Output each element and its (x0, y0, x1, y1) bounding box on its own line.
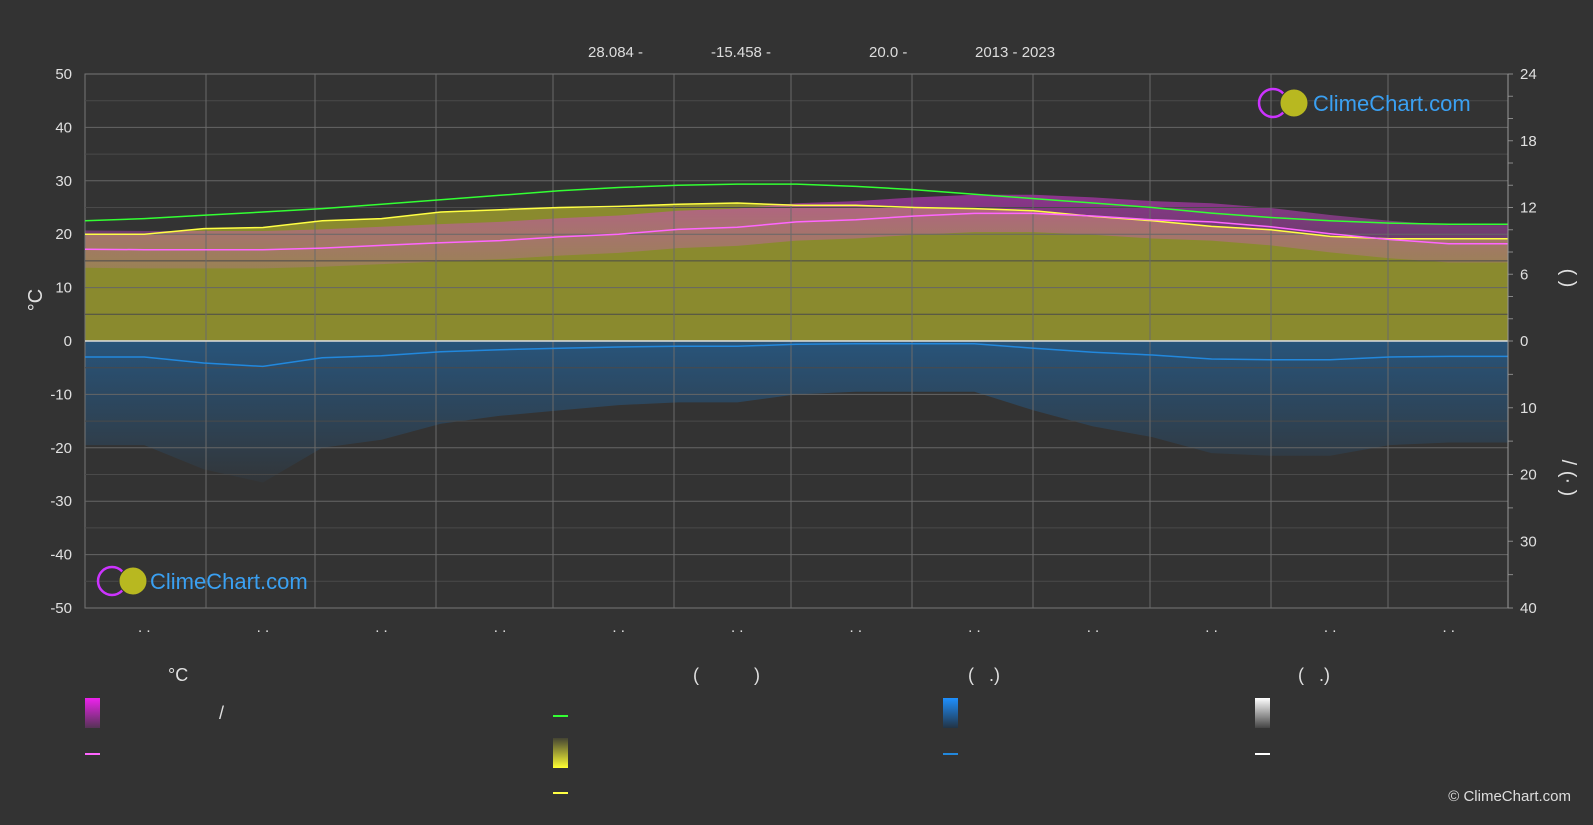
left-tick-label: 0 (64, 333, 72, 350)
logo-text: ClimeChart.com (150, 569, 308, 594)
precip-area (85, 341, 1508, 483)
legend-group3-title: ( .) (968, 665, 1000, 685)
logo-bottom-left: ClimeChart.com (96, 565, 308, 597)
temp-avg-line (84, 212, 1508, 251)
month-label: . . (968, 619, 981, 636)
left-tick-label: 50 (55, 66, 72, 83)
right-tick-label: 40 (1520, 600, 1537, 617)
header-lat: 28.084 - (588, 44, 643, 61)
legend-temp-avg-line (85, 753, 100, 755)
left-tick-label: -30 (50, 493, 72, 510)
legend-group1-title: °C (168, 665, 189, 685)
legend-precip-line (943, 753, 958, 755)
left-tick-label: -20 (50, 440, 72, 457)
logo-top-right: ClimeChart.com (1257, 87, 1471, 119)
legend-slash: / (219, 703, 225, 723)
month-label: . . (1087, 619, 1100, 636)
right-tick-label: 12 (1520, 200, 1537, 217)
left-tick-label: 10 (55, 280, 72, 297)
legend-precip-swatch (943, 698, 958, 728)
precip-line (85, 342, 1508, 368)
legend-daylight-line (553, 715, 568, 717)
month-label: . . (375, 619, 388, 636)
legend-group2-title: ( ) (693, 665, 760, 685)
left-tick-label: 40 (55, 119, 72, 136)
header-years: 2013 - 2023 (975, 44, 1055, 61)
plot-area (85, 194, 1508, 483)
month-label: . . (731, 619, 744, 636)
axes: 50 40 30 20 10 0 -10 -20 -30 -40 -50 24 18 12 6 0 10 20 30… (50, 66, 1536, 636)
temp-range-band (85, 194, 1508, 269)
legend-snow-line (1255, 753, 1270, 755)
month-label: . . (1324, 619, 1337, 636)
right-tick-label: 6 (1520, 266, 1528, 283)
left-tick-label: 30 (55, 173, 72, 190)
month-label: . . (257, 619, 270, 636)
right-axis-top-title: ( ) (1557, 269, 1579, 288)
right-tick-label: 0 (1520, 333, 1528, 350)
left-tick-label: -10 (50, 386, 72, 403)
month-label: . . (494, 619, 507, 636)
legend-snow-swatch (1255, 698, 1270, 728)
logo-sun-icon (118, 566, 148, 596)
left-tick-label: -50 (50, 600, 72, 617)
left-axis-title: °C (25, 289, 47, 311)
legend-temp-range-swatch (85, 698, 100, 728)
legend-group4-title: ( .) (1298, 665, 1330, 685)
legend-sunshine-swatch (553, 738, 568, 768)
copyright: © ClimeChart.com (1448, 788, 1571, 805)
left-tick-label: 20 (55, 226, 72, 243)
right-tick-label: 24 (1520, 66, 1537, 83)
right-tick-label: 10 (1520, 400, 1537, 417)
daylight-line (84, 183, 1508, 225)
right-tick-label: 30 (1520, 533, 1537, 550)
left-tick-label: -40 (50, 547, 72, 564)
series-layer (84, 183, 1508, 368)
logo-sun-icon (1279, 88, 1309, 118)
right-tick-label: 20 (1520, 467, 1537, 484)
month-label: . . (1442, 619, 1455, 636)
logo-text: ClimeChart.com (1313, 91, 1471, 116)
sunshine-line (85, 202, 1508, 240)
month-label: . . (612, 619, 625, 636)
right-tick-label: 18 (1520, 133, 1537, 150)
month-label: . . (138, 619, 151, 636)
header-lon: -15.458 - (711, 44, 771, 61)
header-elev: 20.0 - (869, 44, 907, 61)
right-axis-bottom-title: / (· ) (1557, 460, 1579, 497)
month-label: . . (1205, 619, 1218, 636)
legend-sunshine-line (553, 792, 568, 794)
month-label: . . (850, 619, 863, 636)
